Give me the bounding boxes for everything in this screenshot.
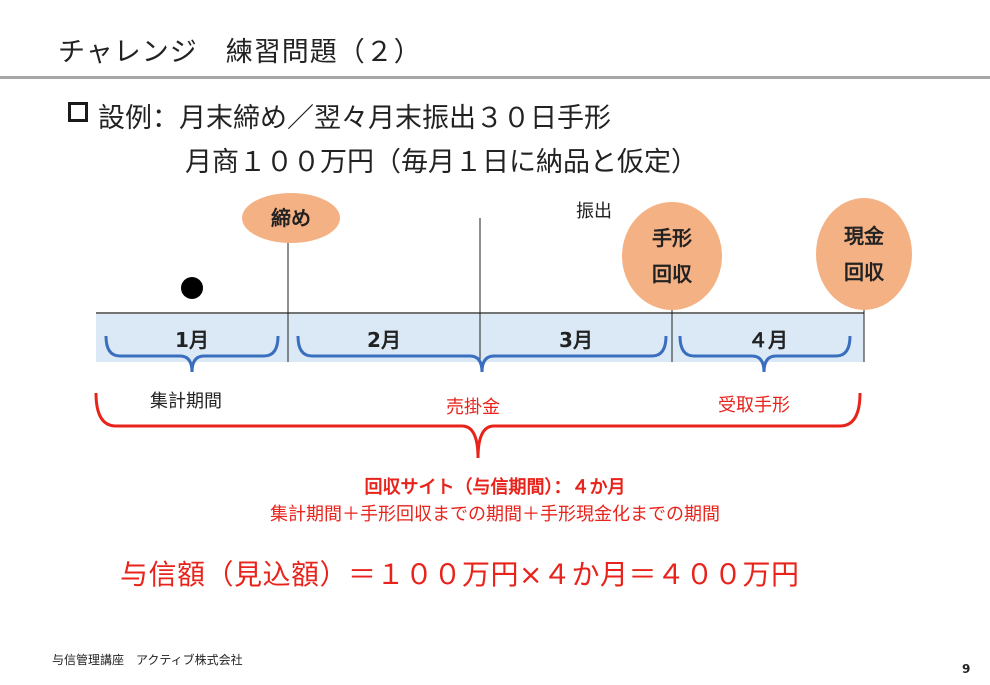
collection-site-formula: 集計期間＋手形回収までの期間＋手形現金化までの期間 — [270, 504, 720, 525]
month-label-1: 1月 — [175, 327, 209, 352]
close-circle: 締め — [242, 193, 340, 243]
case-line-2: 月商１００万円（毎月１日に納品と仮定） — [185, 147, 698, 178]
close-label: 締め — [271, 206, 311, 230]
period-receivable-label: 売掛金 — [446, 397, 500, 418]
delivery-dot — [181, 277, 203, 299]
credit-amount-formula: 与信額（見込額）＝１００万円×４か月＝４００万円 — [120, 558, 800, 591]
slide-title: チャレンジ 練習問題（２） — [58, 37, 422, 68]
note-collection-circle: 手形 回収 — [622, 202, 722, 310]
month-label-3: 3月 — [559, 327, 593, 352]
bracket-note — [678, 335, 852, 373]
issue-label: 振出 — [576, 201, 612, 222]
bracket-collection-site — [94, 392, 862, 459]
month-cell-1: 1月 — [96, 314, 288, 362]
month-cell-3: 3月 — [480, 314, 672, 362]
bracket-aggregate — [104, 335, 280, 373]
cash-circle-line2: 回収 — [844, 260, 884, 284]
footer-organization: 与信管理講座 アクティブ株式会社 — [52, 653, 243, 667]
note-circle-line2: 回収 — [652, 262, 692, 286]
cash-circle-line1: 現金 — [844, 224, 884, 248]
page-number: 9 — [962, 662, 971, 676]
cash-collection-circle: 現金 回収 — [816, 198, 912, 310]
title-divider — [0, 76, 990, 79]
month-label-2: 2月 — [367, 327, 401, 352]
period-note-label: 受取手形 — [718, 395, 790, 416]
square-bullet-icon — [68, 102, 88, 122]
month-cell-2: 2月 — [288, 314, 480, 362]
collection-site-heading: 回収サイト（与信期間）：４か月 — [364, 477, 626, 498]
month-cell-4: ４月 — [672, 314, 864, 362]
case-line-1: 設例：月末締め／翌々月末振出３０日手形 — [98, 103, 611, 134]
month-label-4: ４月 — [748, 327, 788, 352]
period-aggregate-label: 集計期間 — [150, 391, 222, 412]
note-circle-line1: 手形 — [652, 226, 692, 250]
bracket-receivable — [296, 335, 668, 373]
